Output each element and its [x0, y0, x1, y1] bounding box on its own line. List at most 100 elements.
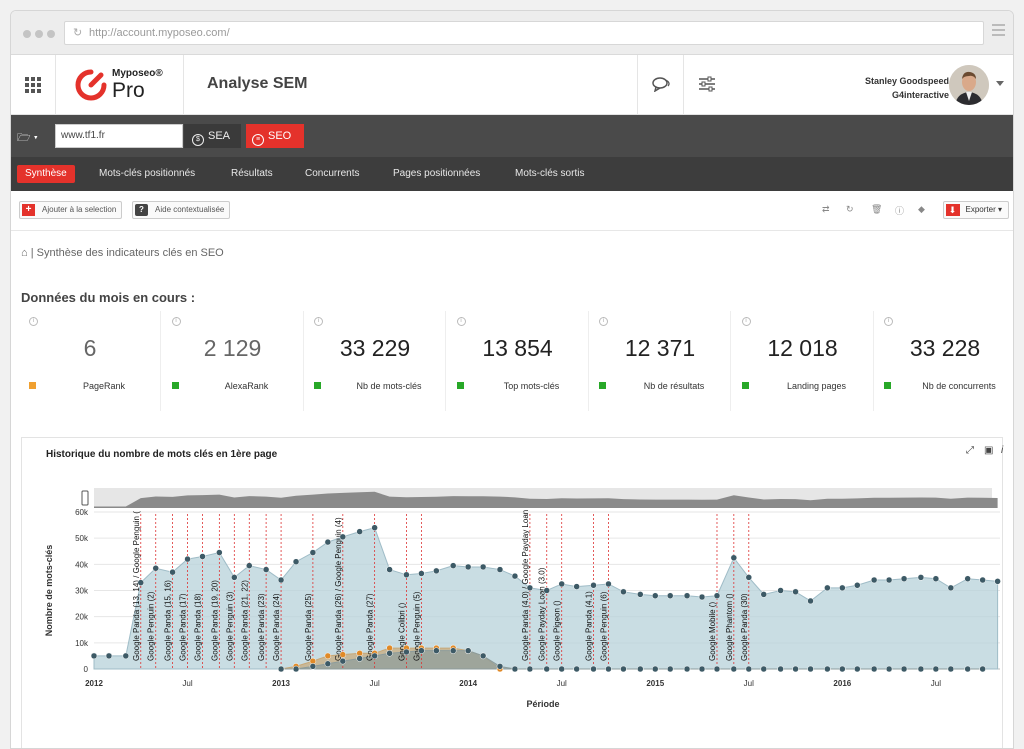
data-point[interactable] — [449, 647, 457, 654]
data-point[interactable] — [573, 665, 580, 673]
data-point[interactable] — [386, 650, 393, 657]
data-point[interactable] — [339, 657, 347, 665]
data-point[interactable] — [526, 665, 534, 673]
window-dot-icon[interactable] — [35, 30, 43, 38]
data-point[interactable] — [511, 665, 519, 673]
apps-grid-icon[interactable] — [11, 55, 56, 115]
data-point[interactable] — [807, 597, 814, 605]
kpi-info-icon[interactable]: i — [456, 317, 466, 326]
data-point[interactable] — [231, 574, 238, 581]
data-point[interactable] — [637, 591, 644, 598]
data-point[interactable] — [652, 592, 659, 599]
data-point[interactable] — [511, 572, 519, 580]
address-bar[interactable]: ↻ http://account.myposeo.com/ — [64, 21, 984, 45]
data-point[interactable] — [558, 580, 565, 588]
data-point[interactable] — [792, 665, 799, 673]
data-point[interactable] — [824, 665, 831, 673]
data-point[interactable] — [666, 665, 674, 673]
data-point[interactable] — [339, 533, 347, 541]
data-point[interactable] — [854, 665, 861, 673]
data-point[interactable] — [386, 566, 393, 573]
data-point[interactable] — [216, 549, 223, 556]
window-dot-icon[interactable] — [47, 30, 55, 38]
data-point[interactable] — [590, 665, 597, 673]
tab-concurrents[interactable]: Concurrents — [305, 168, 360, 179]
data-point[interactable] — [698, 665, 706, 673]
context-help-button[interactable]: ? Aide contextualisée — [132, 201, 231, 219]
fullscreen-icon[interactable]: ⤢ — [966, 445, 974, 456]
avatar[interactable] — [949, 65, 989, 105]
tab-resultats[interactable]: Résultats — [231, 168, 273, 179]
data-point[interactable] — [433, 647, 440, 654]
data-point[interactable] — [713, 665, 721, 673]
data-point[interactable] — [947, 584, 955, 592]
kpi-info-icon[interactable]: i — [171, 317, 181, 326]
data-point[interactable] — [777, 587, 784, 594]
kpi-info-icon[interactable]: i — [599, 317, 608, 326]
data-point[interactable] — [917, 665, 925, 673]
data-point[interactable] — [605, 665, 612, 673]
data-point[interactable] — [964, 575, 971, 582]
data-point[interactable] — [666, 592, 674, 599]
kpi-info-icon[interactable]: i — [29, 317, 38, 326]
data-point[interactable] — [652, 665, 659, 673]
navigator-handle-left[interactable] — [81, 490, 89, 506]
data-point[interactable] — [418, 570, 425, 577]
data-point[interactable] — [979, 665, 986, 673]
logo[interactable]: Myposeo® Pro — [57, 55, 184, 115]
data-point[interactable] — [496, 663, 504, 670]
data-point[interactable] — [745, 665, 753, 673]
data-point[interactable] — [418, 647, 425, 654]
data-point[interactable] — [152, 565, 159, 572]
data-point[interactable] — [637, 665, 644, 673]
user-menu-chevron-down-icon[interactable] — [996, 81, 1004, 86]
data-point[interactable] — [900, 665, 908, 673]
data-point[interactable] — [683, 592, 691, 599]
data-point[interactable] — [403, 648, 410, 656]
data-point[interactable] — [777, 665, 784, 673]
data-point[interactable] — [184, 555, 191, 563]
kpi-info-icon[interactable]: i — [884, 317, 893, 326]
sea-button[interactable]: $ SEA — [184, 124, 241, 148]
data-point[interactable] — [964, 665, 971, 673]
data-point[interactable] — [324, 652, 332, 660]
data-point[interactable] — [479, 563, 487, 571]
data-point[interactable] — [324, 660, 332, 668]
data-point[interactable] — [824, 584, 831, 592]
data-point[interactable] — [605, 580, 612, 588]
data-point[interactable] — [479, 652, 487, 660]
data-point[interactable] — [885, 665, 893, 673]
data-point[interactable] — [324, 538, 332, 546]
data-point[interactable] — [573, 583, 580, 590]
data-point[interactable] — [730, 665, 738, 673]
data-point[interactable] — [90, 652, 98, 660]
data-point[interactable] — [745, 574, 753, 581]
kpi-info-icon[interactable]: i — [741, 317, 751, 326]
data-point[interactable] — [403, 571, 410, 579]
data-point[interactable] — [900, 575, 908, 582]
data-point[interactable] — [839, 665, 846, 673]
chart-info-icon[interactable]: i — [1001, 445, 1004, 456]
tab-pages-positionnees[interactable]: Pages positionnées — [393, 168, 481, 179]
data-point[interactable] — [932, 575, 940, 582]
window-dot-icon[interactable] — [23, 30, 31, 38]
data-point[interactable] — [792, 588, 799, 596]
data-point[interactable] — [870, 665, 878, 673]
browser-menu-icon[interactable] — [992, 24, 1005, 37]
data-point[interactable] — [760, 665, 768, 673]
keyword-history-chart[interactable]: 0 10k 20k 30k 40k 50k 60k 2012 Jul 2013 Jul 2014 Jul… — [22, 438, 1004, 749]
data-point[interactable] — [558, 665, 565, 673]
transfer-icon[interactable]: ⇄ — [822, 204, 830, 214]
add-selection-button[interactable]: + Ajouter à la selection — [19, 201, 123, 219]
data-point[interactable] — [277, 665, 285, 673]
seo-button[interactable]: ≡ SEO — [246, 124, 304, 148]
data-point[interactable] — [464, 647, 472, 654]
data-point[interactable] — [526, 584, 534, 592]
data-point[interactable] — [169, 568, 176, 576]
data-point[interactable] — [683, 665, 691, 673]
data-point[interactable] — [496, 566, 504, 573]
camera-icon[interactable]: ▣ — [984, 445, 994, 456]
home-icon[interactable]: ⌂ — [21, 247, 28, 259]
tab-synthese[interactable]: Synthèse — [17, 165, 75, 183]
data-point[interactable] — [994, 578, 1001, 585]
